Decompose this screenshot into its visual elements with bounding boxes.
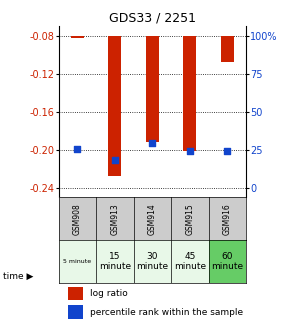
Text: GSM913: GSM913 — [110, 203, 119, 234]
Point — [225, 148, 230, 154]
Bar — [146, 36, 159, 142]
Bar — [59, 240, 96, 283]
Text: time ▶: time ▶ — [3, 272, 33, 281]
Bar — [209, 240, 246, 283]
Point — [150, 140, 155, 145]
Text: 30
minute: 30 minute — [136, 252, 168, 271]
Bar — [134, 240, 171, 283]
Bar — [108, 36, 121, 176]
Title: GDS33 / 2251: GDS33 / 2251 — [109, 12, 196, 25]
Point — [113, 157, 117, 162]
Point — [75, 147, 80, 152]
Bar — [68, 286, 83, 300]
Bar — [221, 36, 234, 62]
Bar — [171, 240, 209, 283]
Text: 5 minute: 5 minute — [63, 259, 91, 264]
Text: percentile rank within the sample: percentile rank within the sample — [91, 308, 243, 317]
Text: 60
minute: 60 minute — [211, 252, 243, 271]
Text: GSM916: GSM916 — [223, 203, 232, 234]
Bar — [96, 240, 134, 283]
Text: log ratio: log ratio — [91, 289, 128, 298]
Text: GSM915: GSM915 — [185, 203, 194, 234]
Text: GSM914: GSM914 — [148, 203, 157, 234]
Text: 45
minute: 45 minute — [174, 252, 206, 271]
Bar — [71, 36, 84, 38]
Text: GSM908: GSM908 — [73, 203, 82, 234]
Bar — [68, 305, 83, 318]
Point — [188, 148, 192, 154]
Bar — [183, 36, 196, 151]
Text: 15
minute: 15 minute — [99, 252, 131, 271]
